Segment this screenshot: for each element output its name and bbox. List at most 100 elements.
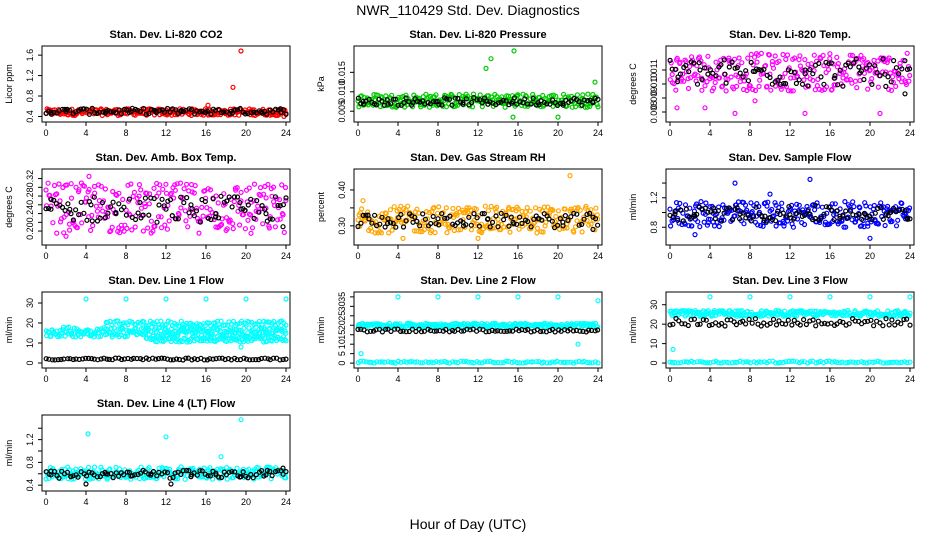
data-point <box>874 69 880 76</box>
data-point <box>230 84 236 90</box>
data-point <box>851 204 857 210</box>
data-point <box>495 359 501 366</box>
y-tick-label: 0.8 <box>25 456 35 469</box>
data-point <box>880 216 886 222</box>
x-tick-label: 8 <box>747 251 752 261</box>
data-point <box>121 204 127 210</box>
data-point <box>224 476 230 482</box>
data-point <box>283 338 289 344</box>
data-point <box>890 205 897 211</box>
data-point <box>199 204 205 210</box>
data-point <box>191 356 198 362</box>
data-point <box>686 68 692 75</box>
x-tick-label: 24 <box>593 128 603 138</box>
data-point <box>797 53 803 59</box>
data-point <box>677 200 683 206</box>
data-point <box>712 79 718 86</box>
data-point <box>886 360 892 366</box>
data-point <box>104 356 110 362</box>
data-point <box>166 218 172 224</box>
data-point <box>171 328 177 334</box>
data-point <box>802 56 808 63</box>
data-point <box>244 356 250 362</box>
data-point <box>184 195 190 201</box>
data-point <box>417 360 424 366</box>
data-point <box>791 317 797 323</box>
x-tick-label: 16 <box>825 128 835 138</box>
data-point <box>67 356 73 362</box>
data-point <box>700 317 707 323</box>
data-point <box>562 213 569 219</box>
data-point <box>796 209 802 215</box>
data-point <box>83 296 89 302</box>
data-point <box>128 109 134 115</box>
data-point <box>832 201 838 207</box>
data-point <box>115 473 122 479</box>
data-point <box>772 200 778 206</box>
data-point <box>168 190 174 196</box>
data-point <box>572 205 578 211</box>
data-point <box>68 181 74 187</box>
data-point <box>718 360 724 366</box>
data-point <box>825 66 832 73</box>
data-point <box>743 359 749 365</box>
data-point <box>507 229 513 235</box>
data-point <box>782 321 789 327</box>
data-point <box>363 359 369 365</box>
data-point <box>280 224 286 230</box>
data-point <box>385 101 391 107</box>
data-point <box>688 317 694 323</box>
data-point <box>455 227 461 233</box>
y-tick-label: 1.2 <box>25 69 35 82</box>
data-point <box>424 216 431 222</box>
data-point <box>511 359 517 365</box>
data-point <box>471 211 477 217</box>
data-point <box>389 92 395 98</box>
data-point <box>94 218 101 224</box>
data-point <box>191 213 197 219</box>
data-point <box>433 92 439 98</box>
data-point <box>688 215 694 221</box>
chart-title: Stan. Dev. Gas Stream RH <box>410 152 546 164</box>
data-point <box>238 474 244 480</box>
data-point <box>847 359 853 365</box>
data-point <box>872 62 878 69</box>
data-point <box>907 72 913 79</box>
data-point <box>549 218 555 224</box>
data-point <box>815 203 821 209</box>
data-point <box>875 84 882 90</box>
data-point <box>489 327 495 333</box>
data-point <box>820 360 827 366</box>
data-point <box>802 67 808 73</box>
data-point <box>224 198 230 204</box>
data-point <box>477 96 483 103</box>
data-point <box>756 359 762 365</box>
data-point <box>218 474 225 481</box>
data-point <box>227 217 233 223</box>
data-point <box>515 206 521 212</box>
data-point <box>243 296 249 302</box>
y-tick-label: 0.4 <box>25 110 35 123</box>
data-point <box>455 95 461 102</box>
data-point <box>147 191 153 197</box>
data-point <box>392 326 398 332</box>
data-point <box>769 58 776 65</box>
data-point <box>821 81 827 87</box>
data-point <box>124 225 130 231</box>
y-tick-label: 1.6 <box>25 49 35 62</box>
data-point <box>248 471 254 478</box>
data-point <box>805 83 811 89</box>
data-point <box>595 360 601 366</box>
data-point <box>423 359 429 365</box>
data-point <box>853 56 859 62</box>
chart-ylabel: ml/min <box>4 440 14 467</box>
data-point <box>61 230 67 236</box>
data-point <box>765 199 771 205</box>
data-point <box>142 195 148 201</box>
data-point <box>261 339 267 345</box>
data-point <box>135 319 141 325</box>
data-point <box>801 77 807 83</box>
data-point <box>374 359 380 365</box>
data-point <box>807 66 813 73</box>
data-point <box>732 359 738 365</box>
